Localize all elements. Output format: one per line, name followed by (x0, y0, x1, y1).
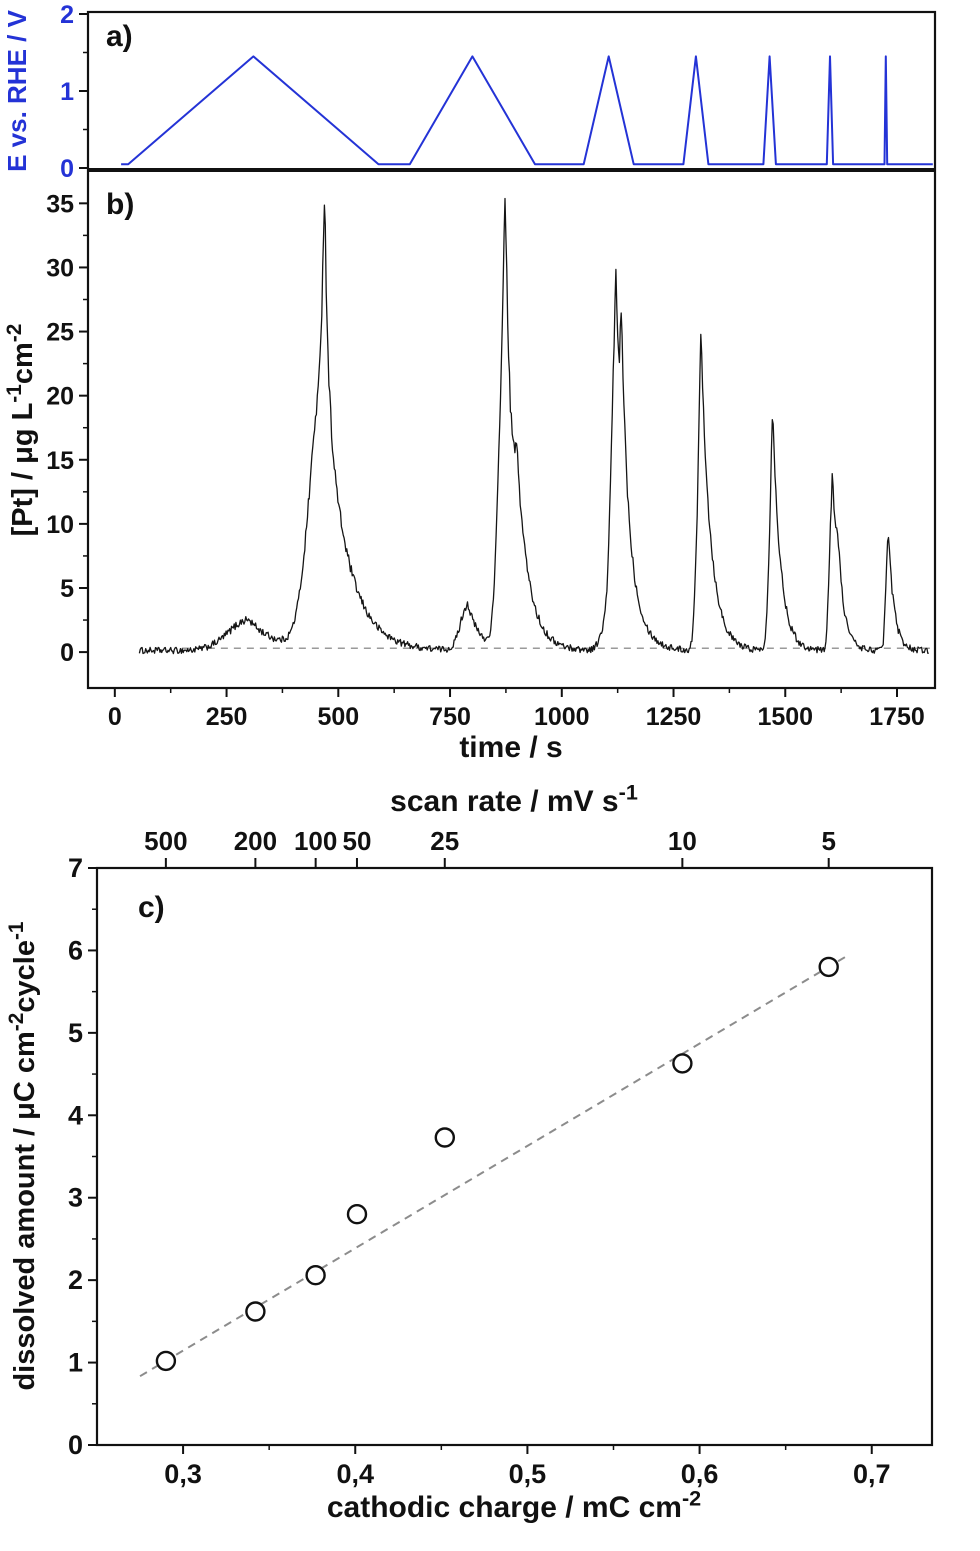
scatter-point-25 (434, 1127, 455, 1148)
panel-b-label: b) (106, 188, 134, 221)
figure-frame-ab (86, 10, 937, 690)
panel-a-ytick-label: 0 (60, 155, 74, 183)
panel-c-ylabel-group: dissolved amount / μC cm-2cycle-1 (5, 921, 41, 1390)
time-tick-label: 250 (206, 703, 248, 731)
time-axis-label: time / s (459, 731, 562, 764)
panel-b-ytick-label: 10 (46, 511, 74, 539)
panel-c-frame (95, 866, 934, 1447)
panel-b-ytick-label: 30 (46, 254, 74, 282)
scatter-point-5 (818, 956, 839, 978)
panel-c-ytick-label: 5 (68, 1018, 83, 1048)
time-tick-label: 1000 (534, 703, 590, 731)
scan-rate-tick-label: 500 (144, 826, 187, 856)
scatter-point-100 (305, 1265, 326, 1286)
panel-a-ytick-label: 1 (60, 78, 74, 106)
panel-b-ylabel: [Pt] / μg L-1cm-2 (3, 324, 39, 537)
panel-b-ylabel-group: [Pt] / μg L-1cm-2 (3, 324, 39, 537)
scatter-point-50 (346, 1204, 368, 1225)
panel-a-ylabel: E vs. RHE / V (2, 9, 32, 171)
panel-b-y-axis: 0 5 10 15 20 25 30 35 (46, 190, 88, 667)
panel-c-group: 0 1 2 3 4 5 6 7 0,3 0,4 0,5 0,6 0,7 500 200 100 50 25 10 5 s… (5, 780, 934, 1524)
panel-b-ytick-label: 0 (60, 639, 74, 667)
panel-c-ylabel: dissolved amount / μC cm-2cycle-1 (5, 921, 41, 1390)
panel-c-ytick-label: 0 (68, 1430, 83, 1460)
scatter-point-500 (155, 1350, 177, 1372)
linear-fit-line (139, 953, 850, 1378)
panel-a-ytick-label: 2 (60, 1, 74, 29)
panel-b-ytick-label: 20 (46, 383, 74, 411)
panel-b-ytick-label: 35 (46, 190, 74, 218)
scan-rate-tick-label: 10 (668, 826, 697, 856)
panel-c-xtick-label: 0,4 (336, 1459, 374, 1489)
potential-program-trace (121, 55, 933, 166)
panel-c-ytick-label: 2 (68, 1265, 83, 1295)
scan-rate-axis-label: scan rate / mV s-1 (390, 780, 638, 818)
scan-rate-tick-label: 100 (294, 826, 337, 856)
panel-b-ytick-label: 15 (46, 447, 74, 475)
panel-c-xtick-label: 0,6 (681, 1459, 719, 1489)
panel-a-label: a) (106, 20, 133, 53)
panel-c-chart: 0 1 2 3 4 5 6 7 0,3 0,4 0,5 0,6 0,7 500 200 100 50 25 10 5 s… (5, 780, 934, 1524)
panel-c-label: c) (138, 891, 165, 924)
pt-concentration-trace (138, 197, 929, 655)
panel-c-xtick-label: 0,7 (853, 1459, 891, 1489)
panel-c-xtick-label: 0,5 (509, 1459, 547, 1489)
scatter-point-200 (245, 1301, 266, 1322)
time-tick-label: 500 (317, 703, 359, 731)
panel-c-ytick-label: 7 (68, 853, 83, 883)
scatter-point-10 (672, 1053, 693, 1074)
time-tick-label: 1750 (869, 703, 925, 731)
panel-c-x-axis: 0,3 0,4 0,5 0,6 0,7 (164, 1445, 891, 1489)
panel-c-ytick-label: 4 (68, 1100, 83, 1130)
scan-rate-tick-label: 200 (234, 826, 277, 856)
panel-b-ytick-label: 25 (46, 319, 74, 347)
panel-c-ytick-label: 1 (68, 1348, 83, 1378)
panel-a-y-axis: 0 1 2 (60, 1, 88, 183)
scan-rate-tick-label: 50 (343, 826, 372, 856)
panel-b-ytick-label: 5 (60, 575, 74, 603)
panel-a-ylabel-group: E vs. RHE / V (2, 9, 32, 171)
scan-rate-axis: 500 200 100 50 25 10 5 (144, 826, 836, 868)
time-tick-label: 0 (108, 703, 122, 731)
panel-c-ytick-label: 3 (68, 1183, 83, 1213)
time-axis: 0 250 500 750 1000 1250 1500 1750 (108, 688, 925, 731)
panel-c-xtick-label: 0,3 (164, 1459, 202, 1489)
panel-c-xlabel: cathodic charge / mC cm-2 (327, 1486, 701, 1524)
scan-rate-tick-label: 25 (430, 826, 459, 856)
time-tick-label: 1250 (646, 703, 702, 731)
panel-c-y-axis: 0 1 2 3 4 5 6 7 (68, 853, 97, 1460)
panel-c-ytick-label: 6 (68, 935, 83, 965)
scan-rate-tick-label: 5 (821, 826, 835, 856)
time-tick-label: 750 (429, 703, 471, 731)
scatter-points (155, 956, 839, 1372)
time-tick-label: 1500 (757, 703, 813, 731)
